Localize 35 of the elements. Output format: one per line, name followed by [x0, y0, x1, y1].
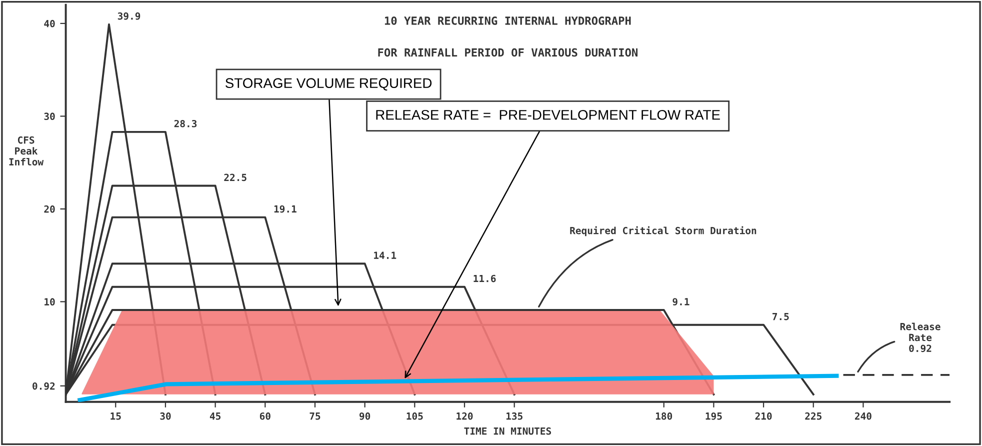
y-axis-title: CFS Peak Inflow [9, 136, 44, 166]
annotation: RELEASE RATE = PRE-DEVELOPMENT FLOW RATE [376, 110, 720, 120]
annotation: STORAGE VOLUME REQUIRED [226, 78, 432, 91]
y-tick-label: 30 [44, 112, 55, 120]
x-tick-label: 30 [160, 412, 171, 420]
text: 10 YEAR RECURRING INTERNAL HYDROGRAPH [384, 16, 631, 25]
x-tick-label: 180 [656, 412, 672, 420]
annotation: Release Rate 0.92 [900, 322, 940, 352]
x-tick-label: 210 [755, 412, 772, 420]
y-tick-label: 20 [44, 205, 55, 213]
data-label: 39.9 [118, 12, 140, 20]
x-tick-label: 240 [854, 412, 872, 420]
x-tick-label: 195 [706, 412, 722, 420]
data-label: 28.3 [174, 120, 197, 128]
y-tick-label: 10 [44, 298, 55, 306]
data-label: 22.5 [224, 174, 246, 182]
x-tick-label: 225 [805, 412, 822, 420]
x-axis-title: TIME IN MINUTES [464, 427, 552, 435]
x-tick-label: 90 [360, 412, 370, 420]
data-label: 7.5 [772, 312, 789, 320]
x-tick-label: 135 [506, 412, 522, 420]
x-tick-label: 45 [210, 412, 221, 420]
y-tick-label: 40 [44, 20, 55, 28]
x-tick-label: 60 [260, 412, 270, 420]
x-tick-label: 75 [310, 412, 320, 420]
x-tick-label: 105 [406, 412, 423, 420]
x-tick-label: 120 [456, 412, 473, 420]
annotation: Required Critical Storm Duration [570, 226, 756, 236]
text: FOR RAINFALL PERIOD OF VARIOUS DURATION [378, 48, 638, 57]
data-label: 14.1 [374, 252, 396, 259]
data-label: 19.1 [274, 205, 296, 213]
data-label: 11.6 [474, 274, 496, 282]
x-tick-label: 15 [110, 412, 121, 420]
data-label: 9.1 [672, 298, 690, 306]
y-tick-label: 0.92 [32, 382, 55, 390]
